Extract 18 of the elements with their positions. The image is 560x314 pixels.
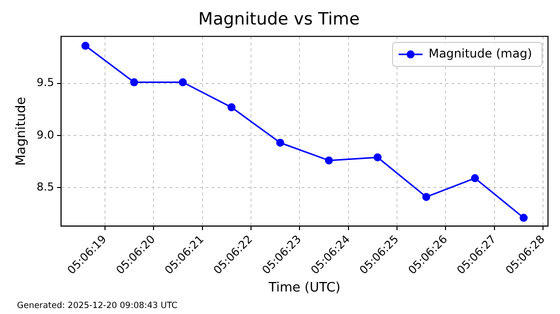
- point: [228, 103, 236, 112]
- point: [130, 78, 138, 86]
- y-tick-label: 8.5: [36, 180, 54, 194]
- point: [470, 174, 479, 182]
- legend-label: Magnitude (mag): [428, 46, 532, 61]
- point: [520, 214, 528, 222]
- point: [178, 78, 187, 86]
- point: [374, 153, 382, 162]
- point: [422, 192, 430, 201]
- chart-title: Magnitude vs Time: [198, 10, 360, 30]
- y-axis-title: Magnitude: [14, 96, 30, 166]
- point: [276, 138, 284, 147]
- point: [324, 156, 333, 164]
- x-axis-title: Time (UTC): [268, 280, 340, 296]
- y-tick-label: 9.0: [36, 128, 54, 142]
- y-tick-label: 9.5: [36, 76, 54, 90]
- point: [81, 42, 90, 50]
- text: Generated: 2025-12-20 09:08:43 UTC: [17, 301, 178, 311]
